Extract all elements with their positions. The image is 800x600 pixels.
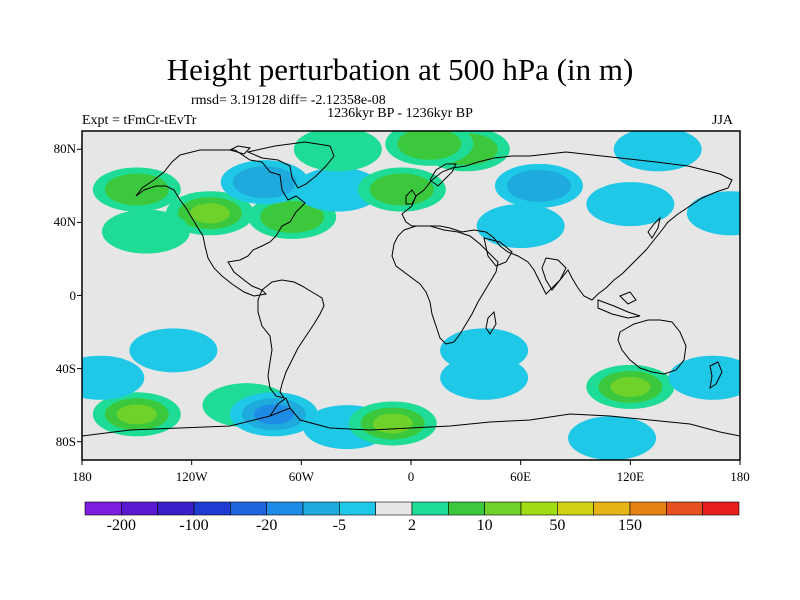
colorbar: [84, 501, 740, 516]
colorbar-label: -200: [106, 517, 136, 534]
negative-anomaly-22: [440, 355, 529, 400]
map-title: Height perturbation at 500 hPa (in m): [166, 52, 634, 87]
negative-anomaly-11: [586, 182, 675, 227]
season-label: JJA: [712, 113, 734, 128]
colorbar-label: -100: [179, 517, 209, 534]
colorbar-box: [484, 501, 522, 516]
negative-anomaly-24: [568, 416, 657, 460]
positive-anomaly-20: [348, 401, 437, 446]
lon-tick-label: 60W: [288, 469, 314, 484]
colorbar-label: 2: [408, 517, 416, 534]
colorbar-box: [230, 501, 267, 516]
experiment-label: Expt = tFmCr-tEvTr: [82, 113, 197, 128]
colorbar-box: [411, 501, 449, 516]
colorbar-box: [157, 501, 195, 516]
negative-anomaly-10: [476, 204, 565, 249]
lon-tick-label: 180: [72, 469, 92, 484]
lon-ticks: [81, 460, 741, 465]
colorbar-box: [266, 501, 304, 516]
lat-tick-label: 40N: [53, 214, 76, 230]
colorbar-box: [666, 501, 703, 516]
negative-anomaly-16: [82, 355, 145, 400]
colorbar-label: -20: [255, 517, 278, 534]
colorbar-box: [448, 501, 485, 516]
colorbar-label: 50: [549, 517, 566, 534]
colorbar-box: [375, 501, 413, 516]
colorbar-box: [593, 501, 631, 516]
colorbar-box: [629, 501, 667, 516]
lon-tick-label: 120W: [175, 469, 208, 484]
positive-anomaly-14: [385, 131, 474, 166]
positive-anomaly-7: [357, 167, 446, 212]
colorbar-box: [557, 501, 594, 516]
rmsd-diff-label: rmsd= 3.19128 diff= -2.12358e-08: [191, 93, 386, 108]
colorbar-box: [339, 501, 376, 516]
colorbar-box: [121, 501, 158, 516]
negative-anomaly-26: [129, 328, 218, 373]
lat-tick-label: 80N: [53, 141, 76, 157]
positive-anomaly-15: [92, 392, 181, 437]
negative-anomaly-25: [668, 355, 740, 400]
colorbar-label: 10: [476, 517, 493, 534]
negative-anomaly-12: [613, 131, 702, 172]
negative-anomaly-5: [293, 167, 382, 212]
colorbar-label: 150: [618, 517, 642, 534]
period-label: 1236kyr BP - 1236kyr BP: [327, 106, 473, 121]
coastlines: [82, 141, 740, 437]
lon-tick-label: 120E: [616, 469, 645, 484]
colorbar-box: [84, 501, 122, 516]
positive-anomaly-6: [293, 131, 382, 172]
positive-anomaly-2: [101, 209, 190, 254]
positive-anomaly-1: [92, 167, 181, 212]
lon-tick-label: 0: [407, 469, 415, 484]
lat-tick-label: 40S: [55, 360, 76, 376]
negative-anomaly-4: [220, 160, 309, 205]
lat-tick-label: 0: [69, 287, 77, 303]
lon-tick-label: 60E: [510, 469, 532, 484]
colorbar-box: [193, 501, 231, 516]
negative-anomaly-9: [494, 163, 583, 208]
colorbar-label: -5: [332, 517, 346, 534]
colorbar-box: [302, 501, 340, 516]
lat-tick-label: 80S: [55, 433, 76, 449]
lon-tick-label: 180: [730, 469, 750, 484]
negative-anomaly-13: [686, 191, 740, 236]
positive-anomaly-23: [586, 364, 675, 409]
colorbar-box: [520, 501, 558, 516]
lat-ticks: [77, 148, 82, 443]
colorbar-box: [702, 501, 740, 516]
anomaly-field: [82, 131, 740, 460]
